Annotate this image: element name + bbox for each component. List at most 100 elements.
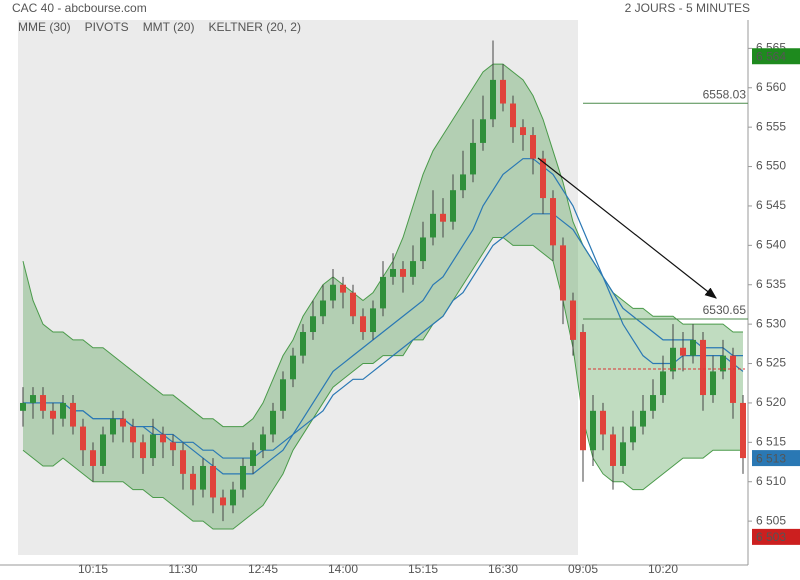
candle-body [100,434,106,466]
candle-body [570,300,576,340]
keltner-lower [22,236,743,530]
candle-body [560,245,566,301]
candle-body [250,450,256,466]
candle-body [430,213,436,238]
candle-body [150,434,156,459]
price-tag [752,48,800,65]
trend-arrow [537,157,717,299]
y-tick-label: 6 515 [756,434,786,448]
candle-body [350,292,356,317]
candle-body [530,135,536,159]
candle-body [510,103,516,128]
candle-body [330,284,336,301]
candle-body [110,418,116,435]
candle-body [70,402,76,427]
candle-body [660,371,666,396]
candle-body [210,465,216,498]
price-tag-label: 6 503 [756,530,786,544]
x-tick-label: 16:30 [488,562,518,576]
candle-body [450,190,456,222]
candle-body [740,402,746,459]
y-tick-label: 6 535 [756,277,786,291]
candle-body [490,79,496,120]
candle-body [40,395,46,411]
candle-body [180,450,186,474]
x-tick-label: 11:30 [168,562,197,576]
candle-body [550,198,556,246]
candle-body [520,127,526,136]
candle-body [480,119,486,143]
candle-body [50,410,56,419]
y-tick-label: 6 560 [756,80,786,94]
x-tick-label: 10:15 [78,562,108,576]
candle-body [380,276,386,309]
price-tag-label: 6 564 [756,49,786,63]
candle-body [290,355,296,380]
candle-body [390,268,396,277]
candle-body [120,418,126,427]
candle-body [620,442,626,466]
candle-body [690,339,696,356]
chart-title: CAC 40 - abcbourse.com [12,1,147,15]
candle-body [720,355,726,372]
candle-body [60,402,66,419]
candle-body [500,79,506,104]
candle-body [700,339,706,396]
candle-body [600,410,606,435]
candle-body [160,434,166,443]
x-tick-label: 14:00 [328,562,358,576]
candle-body [370,308,376,333]
candle-body [440,213,446,222]
legend-entry: MME (30) [18,20,71,34]
candle-body [310,316,316,333]
price-tag [752,450,800,467]
moving-average [23,158,744,475]
y-tick-label: 6 545 [756,198,786,212]
pivot-label: 6558.03 [703,87,747,101]
candle-body [260,434,266,451]
session-shade [18,20,578,555]
candle-body [630,426,636,443]
candle-body [190,473,196,490]
legend-entry: PIVOTS [85,20,129,34]
y-tick-label: 6 510 [756,474,786,488]
y-tick-label: 6 530 [756,316,786,330]
candle-body [580,332,586,451]
candle-body [470,142,476,175]
legend-entry: MMT (20) [143,20,195,34]
y-tick-label: 6 525 [756,356,786,370]
y-tick-label: 6 520 [756,395,786,409]
candle-body [220,497,226,506]
candle-body [300,332,306,356]
candle-body [680,347,686,356]
x-tick-label: 09:05 [568,562,598,576]
candle-body [590,410,596,451]
candle-body [240,465,246,490]
pivot-label: 6530.65 [703,303,747,317]
candle-body [710,371,716,396]
legend-entry: KELTNER (20, 2) [208,20,300,34]
candle-body [400,268,406,277]
candle-body [650,395,656,411]
y-tick-label: 6 550 [756,159,786,173]
x-tick-label: 15:15 [408,562,438,576]
candle-body [360,316,366,333]
candle-body [610,434,616,466]
candle-body [140,442,146,459]
candle-body [30,395,36,403]
candle-body [280,379,286,411]
y-tick-label: 6 555 [756,119,786,133]
candle-body [200,465,206,490]
candle-body [340,284,346,293]
candle-body [420,237,426,262]
candle-body [540,158,546,199]
y-tick-label: 6 540 [756,238,786,252]
x-tick-label: 10:20 [648,562,678,576]
candle-body [730,355,736,403]
candle-body [320,300,326,317]
candle-body [20,402,26,411]
candle-body [270,410,276,435]
candle-body [230,489,236,506]
candle-body [410,261,416,277]
